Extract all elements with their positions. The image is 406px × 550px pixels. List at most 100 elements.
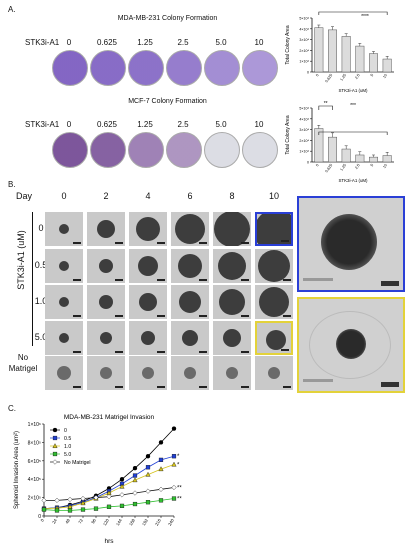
spheroid <box>268 367 280 379</box>
colony-dish <box>128 132 164 168</box>
row-label-stk3i-1: STK3i-A1 <box>25 38 60 47</box>
dose-label: 2.5 <box>177 120 189 129</box>
spheroid <box>178 254 202 278</box>
bar <box>328 29 337 73</box>
x-tick-label: 240 <box>167 517 175 526</box>
panel-c-label: C. <box>8 404 16 413</box>
spheroid-tile <box>255 285 293 319</box>
legend-label: 5.0 <box>64 452 71 458</box>
spheroid-tile <box>87 212 125 246</box>
bar <box>369 53 378 73</box>
x-tick-label: 5 <box>370 73 374 77</box>
spheroid-tile <box>45 356 83 390</box>
significance-bracket-2 <box>318 131 388 135</box>
data-point <box>145 465 151 470</box>
day-label: 4 <box>145 191 151 201</box>
scale-bar <box>283 315 291 317</box>
data-point <box>158 457 164 462</box>
scale-bar <box>281 349 289 351</box>
data-point <box>54 508 60 513</box>
y-tick-label: 0 <box>38 514 41 520</box>
data-point <box>93 506 99 511</box>
bar <box>314 128 324 163</box>
data-point <box>145 488 151 494</box>
scale-bar <box>199 279 207 281</box>
y-tick-label: 8×10⁵ <box>28 440 41 446</box>
spheroid-tile <box>171 356 209 390</box>
day-label: Day <box>16 191 33 201</box>
colony-dish <box>52 132 88 168</box>
spheroid-tile <box>213 249 251 283</box>
dose-label: 0 <box>66 120 72 129</box>
spheroid-tile <box>87 249 125 283</box>
bar <box>355 45 365 73</box>
spheroid-tile <box>255 321 293 355</box>
scale-bar <box>157 242 165 244</box>
data-point <box>158 498 164 503</box>
scale-bar <box>73 242 81 244</box>
legend-marker <box>52 459 58 465</box>
scale-bar <box>283 386 291 388</box>
legend-label: 0.5 <box>64 436 71 442</box>
spheroid-tile <box>45 285 83 319</box>
colony-dish <box>166 132 202 168</box>
spheroid-tile <box>213 321 251 355</box>
day-label: 2 <box>103 191 109 201</box>
spheroid <box>219 289 245 315</box>
spheroid-tile <box>255 356 293 390</box>
data-point <box>41 497 47 503</box>
bar <box>328 136 337 163</box>
spheroid <box>142 367 154 379</box>
data-point <box>171 461 177 467</box>
spheroid-tile <box>255 212 293 246</box>
spheroid <box>99 259 113 273</box>
spheroid-tile <box>87 285 125 319</box>
spheroid-tile <box>129 356 167 390</box>
scale-bar <box>241 242 249 244</box>
colony-title-mda: MDA-MB-231 Colony Formation <box>117 15 218 22</box>
dose-label: 10 <box>254 120 264 129</box>
zoom-image-untreated <box>297 196 405 292</box>
legend-label: 0 <box>64 428 67 434</box>
x-axis-label: STK3i-A1 (uM) <box>338 178 368 183</box>
dose-label: 0 <box>66 38 72 47</box>
scale-bar <box>241 351 249 353</box>
legend-marker <box>52 451 58 457</box>
spheroid-tile <box>87 321 125 355</box>
data-point <box>158 486 164 492</box>
spheroid <box>182 330 198 346</box>
data-point <box>106 494 112 500</box>
dose-label: 0.625 <box>96 120 118 129</box>
spheroid-tile <box>171 249 209 283</box>
x-tick-label: 2.5 <box>354 163 360 170</box>
scale-bar <box>115 351 123 353</box>
spheroid <box>139 293 157 311</box>
data-point <box>158 440 164 445</box>
y-axis-label: Spheroid Invasion Area (um²) <box>14 431 20 509</box>
data-point <box>119 492 125 498</box>
legend-label: No Matrigel <box>64 460 91 466</box>
scale-bar <box>199 315 207 317</box>
scale-bar <box>157 351 165 353</box>
y-tick-label: 2×10⁴ <box>299 49 309 53</box>
colony-bar-chart-mcf7: 0 1×10⁴ 2×10⁴ 3×10⁴ 4×10⁴ 5×10⁴ Total Colony A… <box>285 101 394 183</box>
spheroid <box>175 214 205 244</box>
spheroid <box>59 333 69 343</box>
concentration-label: 0.5 <box>34 260 48 270</box>
spheroid <box>184 367 196 379</box>
row-label-stk3i-2: STK3i-A1 <box>25 120 60 129</box>
scale-bar <box>73 386 81 388</box>
significance-star: ** <box>177 485 182 491</box>
y-tick-label: 4×10⁵ <box>28 477 41 483</box>
x-tick-label: 5 <box>370 163 374 167</box>
x-tick-label: 216 <box>154 517 162 526</box>
y-tick-label: 4×10⁴ <box>299 117 309 121</box>
scale-bar <box>115 242 123 244</box>
colony-dish <box>204 50 240 86</box>
colony-dish <box>242 132 278 168</box>
y-tick-label: 4×10⁴ <box>299 27 309 31</box>
spheroid <box>59 224 69 234</box>
spheroid <box>141 331 155 345</box>
x-axis-label: STK3i-A1 (uM) <box>338 88 368 93</box>
no-matrigel-label: No Matrigel <box>8 353 38 373</box>
